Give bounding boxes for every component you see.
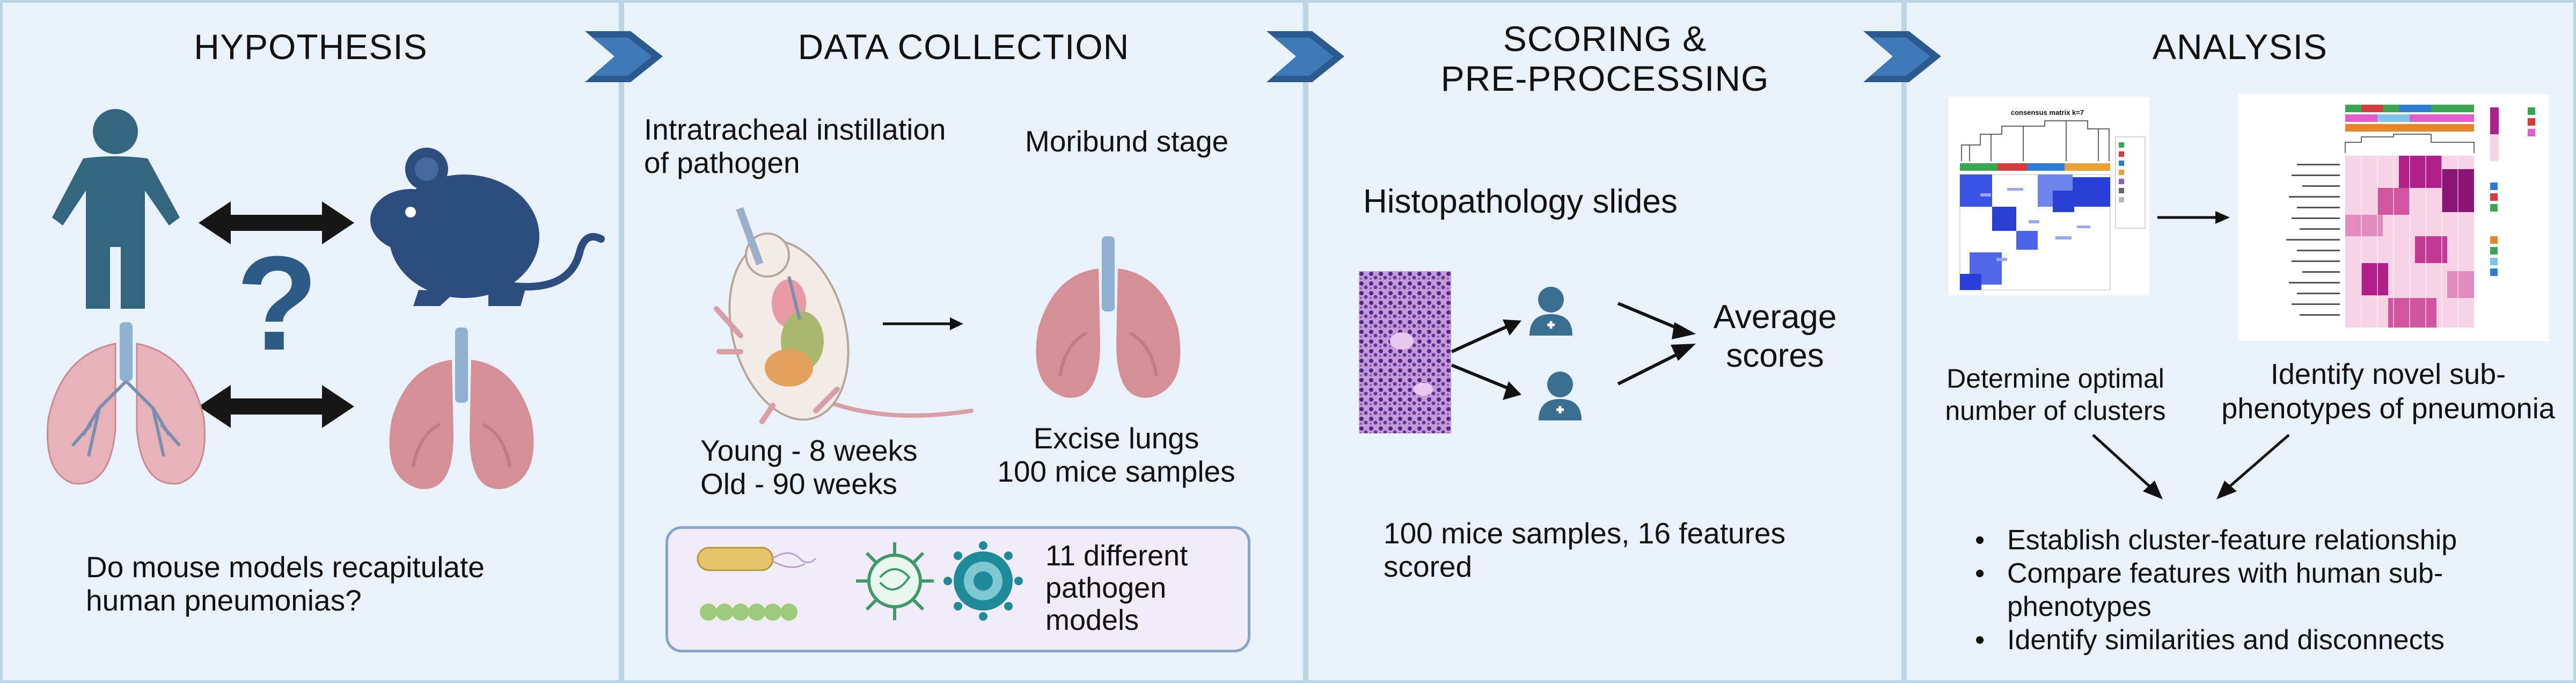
clusters-line-1: Determine optimal	[1946, 364, 2164, 394]
summary-line-2: scored	[1384, 550, 1473, 583]
pathogen-line-2: pathogen	[1045, 572, 1167, 604]
analysis-title: ANALYSIS	[2153, 27, 2328, 67]
virus-green-icon	[856, 542, 934, 620]
clusters-label: Determine optimal number of clusters	[1927, 362, 2184, 427]
virus-teal-icon	[943, 541, 1023, 621]
question-line-2: human pneumonias?	[86, 584, 362, 617]
scoring-summary: 100 mice samples, 16 features scored	[1384, 517, 1867, 583]
converging-arrows	[2092, 434, 2290, 499]
age-young: Young - 8 weeks	[700, 434, 918, 467]
pathogen-line-3: models	[1045, 604, 1139, 636]
doctor-to-average-arrows	[1617, 302, 1696, 386]
feature-heatmap-graphic	[2286, 105, 2535, 328]
consensus-heatmap-graphic	[1959, 120, 2146, 290]
doctor-icon-1	[1529, 287, 1572, 336]
instillation-line-1: Intratracheal instillation	[644, 113, 946, 146]
scoring-title: SCORING & PRE-PROCESSING	[1306, 19, 1904, 98]
subpheno-line-2: phenotypes of pneumonia	[2221, 393, 2555, 425]
histology-slide-image	[1359, 271, 1451, 433]
chevron-icon-1	[585, 31, 663, 82]
summary-line-1: 100 mice samples, 16 features	[1384, 517, 1785, 550]
lab-mouse-icon	[714, 207, 974, 424]
age-labels: Young - 8 weeks Old - 90 weeks	[700, 434, 979, 500]
question-line-1: Do mouse models recapitulate	[86, 550, 485, 584]
mice-samples: 100 mice samples	[997, 455, 1235, 488]
heatmap-arrow	[2157, 211, 2230, 224]
age-old: Old - 90 weeks	[700, 467, 897, 500]
consensus-heatmap: consensus matrix k=7	[1948, 97, 2149, 295]
scoring-title-line-1: SCORING &	[1503, 19, 1707, 59]
double-arrow-top	[199, 201, 354, 244]
scoring-title-line-2: PRE-PROCESSING	[1440, 59, 1769, 98]
mouse-icon	[370, 148, 605, 306]
question-mark: ?	[236, 228, 318, 378]
feature-heatmap	[2238, 94, 2549, 341]
bullet-similarities: Identify similarities and disconnects	[1975, 623, 2576, 657]
bacteria-icon	[697, 547, 817, 621]
bullet-cluster-feature: Establish cluster-feature relationship	[1975, 524, 2576, 557]
average-scores-label: Average scores	[1690, 298, 1860, 375]
moribund-label: Moribund stage	[1025, 125, 1229, 158]
hypothesis-title: HYPOTHESIS	[194, 27, 428, 67]
doctor-icon-2	[1539, 372, 1582, 420]
consensus-title: consensus matrix k=7	[2010, 108, 2084, 117]
chevron-icon-3	[1863, 31, 1941, 82]
bullet-compare-line-2: phenotypes	[2007, 591, 2151, 622]
bullet-compare-features: Compare features with human sub-phenotyp…	[1975, 557, 2576, 623]
histopathology-label: Histopathology slides	[1363, 183, 1678, 220]
instillation-label: Intratracheal instillation of pathogen	[644, 113, 1020, 179]
data-collection-title: DATA COLLECTION	[797, 27, 1130, 67]
mouse-lungs-icon	[389, 328, 534, 489]
excise-lungs: Excise lungs	[1033, 422, 1199, 455]
subpheno-line-1: Identify novel sub-	[2270, 358, 2506, 390]
subphenotypes-label: Identify novel sub- phenotypes of pneumo…	[2206, 357, 2571, 426]
collection-arrow	[883, 317, 963, 330]
clusters-line-2: number of clusters	[1945, 396, 2166, 426]
human-icon	[52, 109, 180, 309]
human-lungs-icon	[46, 322, 206, 485]
slide-to-doctor-arrows	[1451, 319, 1521, 400]
bullet-compare-line-1: Compare features with human sub-	[2007, 558, 2443, 589]
excise-labels: Excise lungs 100 mice samples	[982, 422, 1250, 488]
instillation-line-2: of pathogen	[644, 146, 800, 179]
hypothesis-question: Do mouse models recapitulate human pneum…	[86, 550, 569, 617]
average-line-2: scores	[1726, 337, 1824, 374]
pathogen-line-1: 11 different	[1045, 540, 1188, 572]
pathogen-label: 11 different pathogen models	[1045, 540, 1239, 636]
chevron-icon-2	[1267, 31, 1344, 82]
analysis-bullets: Establish cluster-feature relationship C…	[1970, 524, 2576, 657]
moribund-lungs-icon	[1036, 236, 1181, 398]
average-line-1: Average	[1713, 299, 1837, 336]
double-arrow-bottom	[199, 385, 354, 428]
